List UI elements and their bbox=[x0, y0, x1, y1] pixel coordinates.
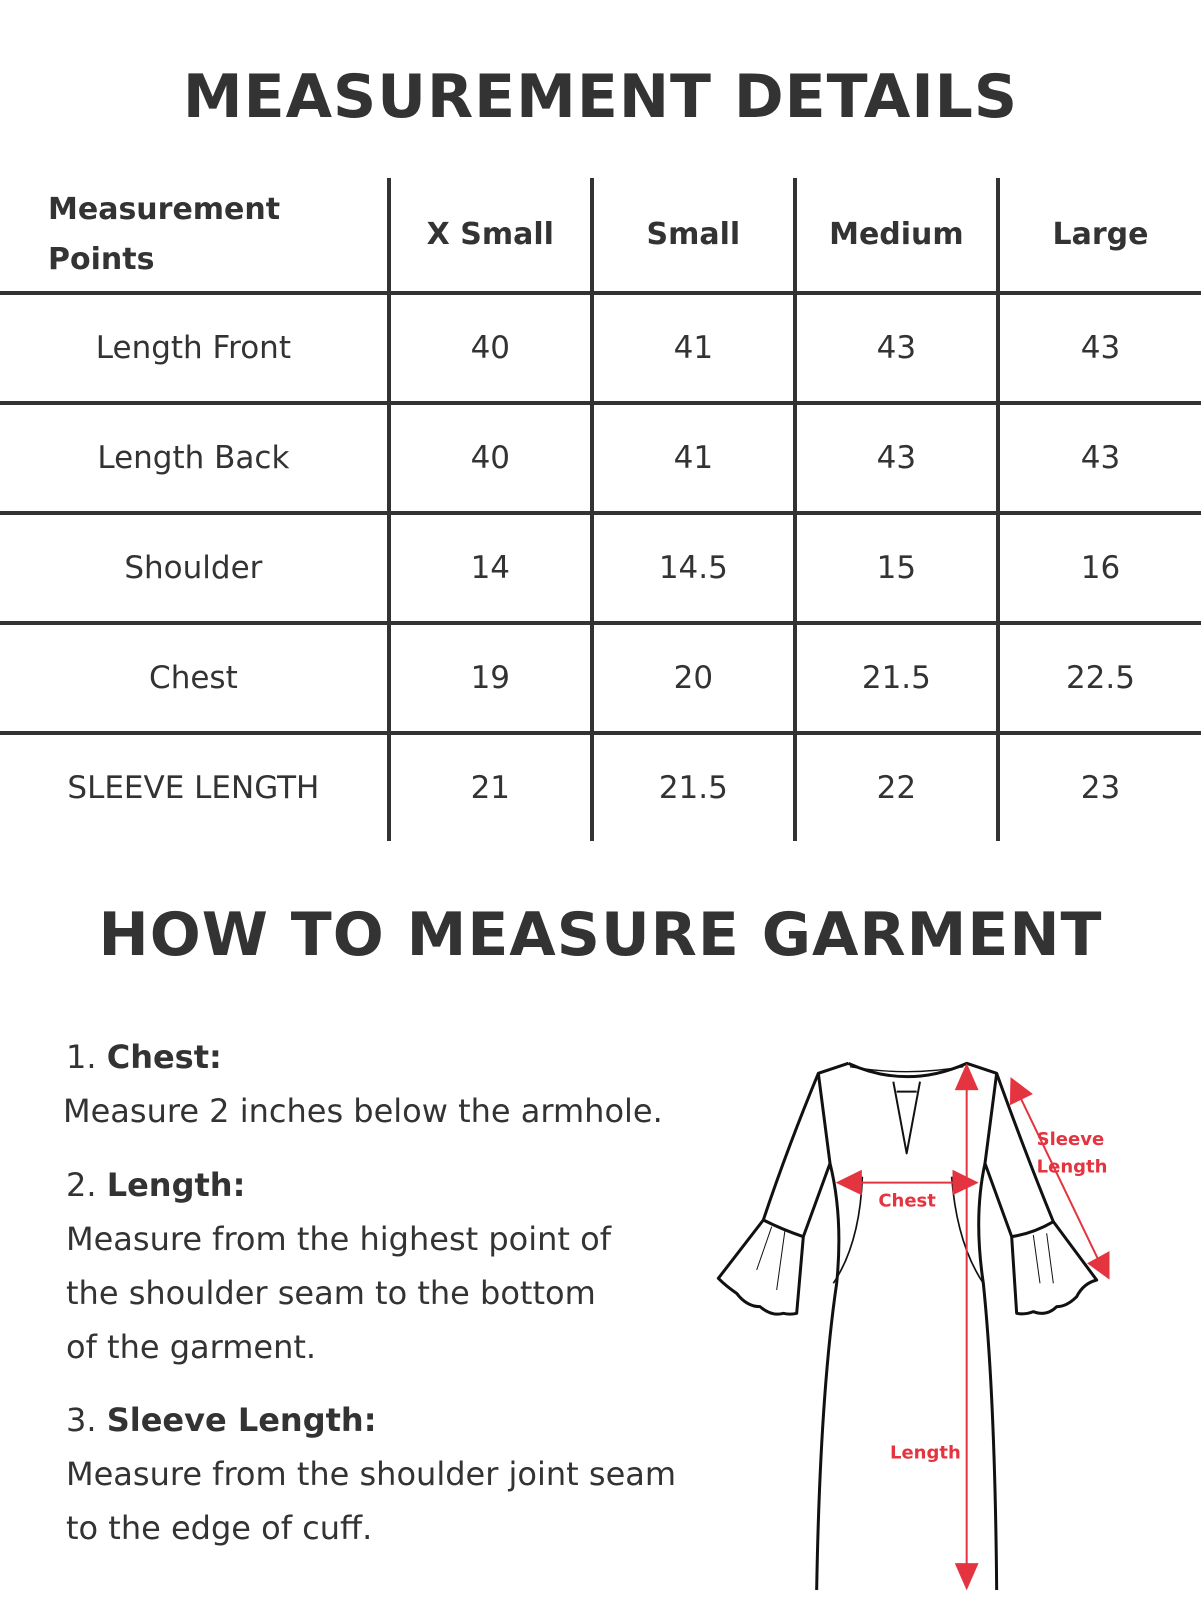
size-value-cell: 21.5 bbox=[589, 731, 795, 841]
instruction-text: the shoulder seam to the bottom bbox=[66, 1274, 596, 1312]
instruction-number: 2. bbox=[66, 1166, 97, 1204]
measurement-point-cell: SLEEVE LENGTH bbox=[0, 731, 389, 841]
table-row: Shoulder 14 14.5 15 16 bbox=[0, 511, 1201, 623]
table-header-row: Measurement Points X Small Small Medium … bbox=[0, 178, 1201, 293]
table-row: SLEEVE LENGTH 21 21.5 22 23 bbox=[0, 731, 1201, 841]
measurement-table: Measurement Points X Small Small Medium … bbox=[0, 178, 1201, 841]
size-value-cell: 22 bbox=[792, 731, 998, 841]
size-value-cell: 16 bbox=[995, 511, 1201, 623]
sleeve-label: Sleeve bbox=[1037, 1129, 1104, 1150]
dress-diagram: Chest Length Sleeve Length bbox=[716, 1061, 1110, 1590]
instruction-text: of the garment. bbox=[66, 1328, 317, 1366]
instruction-text: Measure from the shoulder joint seam bbox=[66, 1455, 677, 1493]
sleeve-length-label: Length bbox=[1037, 1157, 1108, 1178]
header-medium: Medium bbox=[792, 178, 998, 293]
size-value-cell: 21 bbox=[386, 731, 592, 841]
size-value-cell: 23 bbox=[995, 731, 1201, 841]
instruction-length: 2. Length: Measure from the highest poin… bbox=[66, 1158, 611, 1374]
instruction-number: 3. bbox=[66, 1401, 97, 1439]
instruction-text: to the edge of cuff. bbox=[66, 1509, 373, 1547]
size-value-cell: 14 bbox=[386, 511, 592, 623]
instruction-number: 1. bbox=[66, 1038, 97, 1076]
instruction-text: Measure from the highest point of bbox=[66, 1220, 611, 1258]
instruction-label: Length: bbox=[106, 1166, 246, 1204]
sleeve-arrow-line bbox=[1019, 1096, 1101, 1264]
header-measurement-points: Measurement Points bbox=[48, 191, 281, 277]
instruction-chest: 1. Chest: Measure 2 inches below the arm… bbox=[63, 1030, 663, 1138]
length-label: Length bbox=[890, 1442, 961, 1463]
section-title: HOW TO MEASURE GARMENT bbox=[98, 900, 1103, 970]
measurement-point-cell: Chest bbox=[0, 621, 389, 733]
arrow-up-left-icon bbox=[1009, 1077, 1033, 1106]
arrow-left-icon bbox=[835, 1169, 862, 1196]
size-value-cell: 43 bbox=[792, 401, 998, 513]
page-title: MEASUREMENT DETAILS bbox=[182, 62, 1019, 132]
measure-arrows bbox=[835, 1062, 1110, 1590]
size-value-cell: 15 bbox=[792, 511, 998, 623]
instruction-sleeve-length: 3. Sleeve Length: Measure from the shoul… bbox=[66, 1393, 676, 1555]
header-large: Large bbox=[995, 178, 1201, 293]
table-row: Chest 19 20 21.5 22.5 bbox=[0, 621, 1201, 733]
size-value-cell: 22.5 bbox=[995, 621, 1201, 733]
arrow-down-icon bbox=[954, 1563, 979, 1590]
table-row: Length Back 40 41 43 43 bbox=[0, 401, 1201, 513]
size-value-cell: 14.5 bbox=[589, 511, 795, 623]
header-x-small: X Small bbox=[386, 178, 592, 293]
instruction-label: Chest: bbox=[106, 1038, 222, 1076]
size-value-cell: 41 bbox=[589, 291, 795, 403]
arrow-up-icon bbox=[954, 1062, 979, 1091]
size-value-cell: 41 bbox=[589, 401, 795, 513]
size-value-cell: 43 bbox=[995, 291, 1201, 403]
size-value-cell: 43 bbox=[792, 291, 998, 403]
arrow-down-right-icon bbox=[1087, 1251, 1110, 1280]
chest-label: Chest bbox=[878, 1191, 936, 1212]
size-value-cell: 21.5 bbox=[792, 621, 998, 733]
size-value-cell: 43 bbox=[995, 401, 1201, 513]
header-small: Small bbox=[589, 178, 795, 293]
measurement-point-cell: Length Front bbox=[0, 291, 389, 403]
instruction-label: Sleeve Length: bbox=[106, 1401, 377, 1439]
measurement-point-cell: Shoulder bbox=[0, 511, 389, 623]
arrow-right-icon bbox=[952, 1169, 979, 1196]
size-value-cell: 20 bbox=[589, 621, 795, 733]
measurement-point-cell: Length Back bbox=[0, 401, 389, 513]
table-row: Length Front 40 41 43 43 bbox=[0, 291, 1201, 403]
size-value-cell: 40 bbox=[386, 401, 592, 513]
instruction-text: Measure 2 inches below the armhole. bbox=[63, 1092, 663, 1130]
size-value-cell: 40 bbox=[386, 291, 592, 403]
size-value-cell: 19 bbox=[386, 621, 592, 733]
